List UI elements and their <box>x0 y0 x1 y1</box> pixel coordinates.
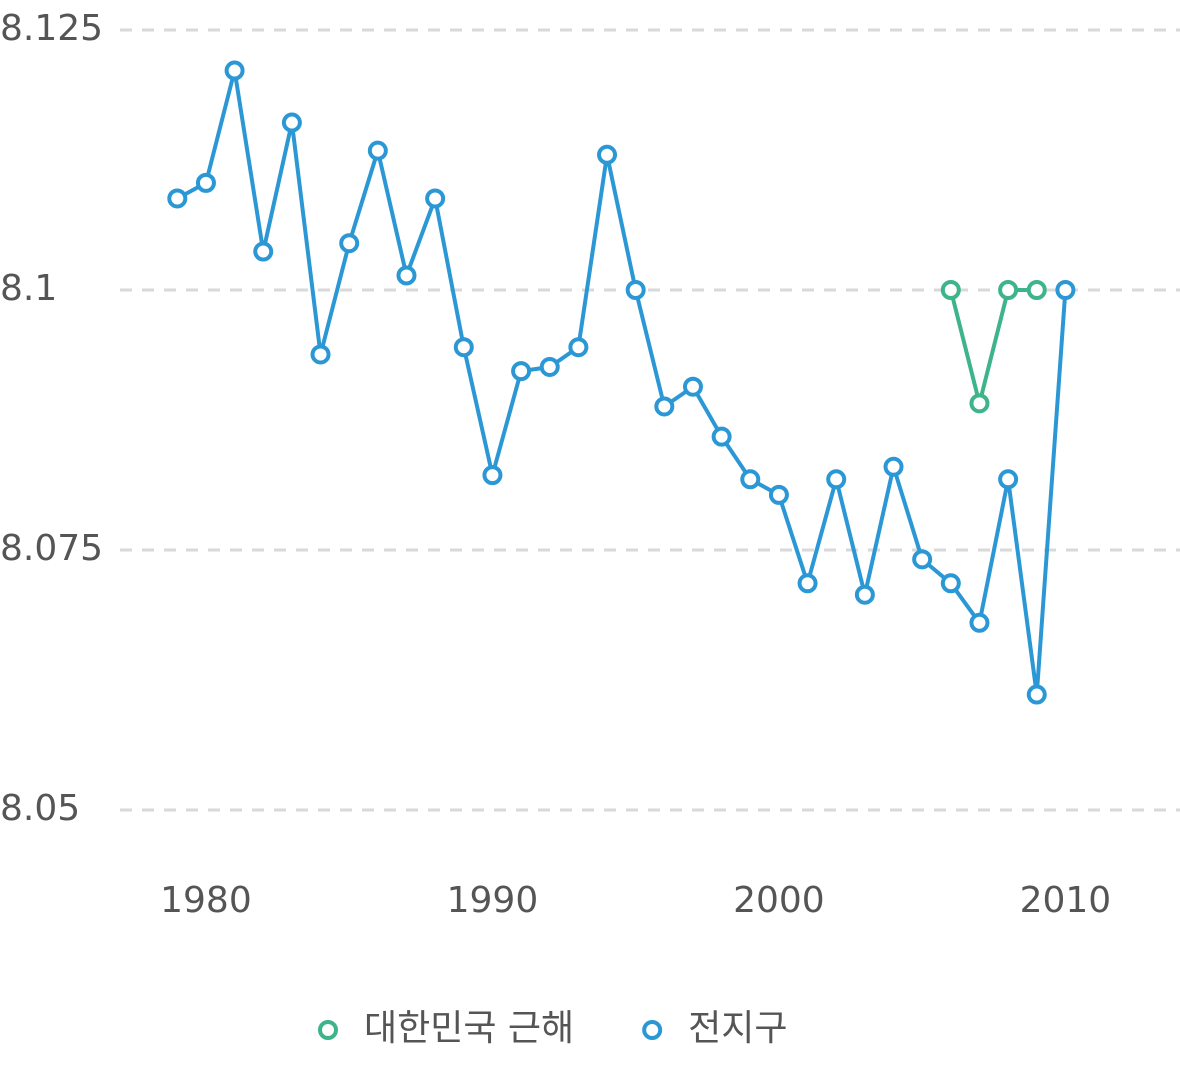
x-tick-label: 2000 <box>733 880 825 921</box>
data-point <box>912 549 933 570</box>
data-point <box>940 573 961 594</box>
data-point <box>625 280 646 300</box>
data-point <box>339 233 360 254</box>
legend-item: 전지구 <box>642 1008 788 1049</box>
data-point <box>453 337 474 358</box>
legend-label: 전지구 <box>688 1008 787 1049</box>
data-point <box>224 60 245 81</box>
data-point <box>310 344 331 365</box>
data-point <box>768 484 789 505</box>
legend-marker <box>318 1020 338 1040</box>
data-point <box>826 469 847 490</box>
y-tick-label: 8.125 <box>0 8 103 49</box>
legend-label: 대한민국 근해 <box>364 1008 574 1049</box>
x-tick-label: 1990 <box>447 880 539 921</box>
legend-item: 대한민국 근해 <box>318 1008 574 1049</box>
data-point <box>998 280 1019 300</box>
legend-marker <box>642 1020 663 1040</box>
data-point <box>511 361 532 382</box>
data-point <box>654 396 675 417</box>
data-point <box>1026 280 1047 300</box>
data-point <box>940 280 961 300</box>
y-tick-label: 8.075 <box>0 528 103 569</box>
data-point <box>167 188 188 209</box>
data-point <box>740 469 761 490</box>
data-point <box>281 112 302 133</box>
x-tick-label: 1980 <box>160 880 252 921</box>
data-point <box>998 469 1019 490</box>
series-line <box>948 288 1037 406</box>
x-tick-label: 2010 <box>1020 880 1112 921</box>
data-point <box>597 144 618 165</box>
data-point <box>969 612 990 633</box>
data-point <box>797 573 818 594</box>
data-point <box>367 140 388 161</box>
data-point <box>854 584 875 605</box>
data-point <box>883 456 904 477</box>
data-point <box>539 356 560 377</box>
data-point <box>568 337 589 358</box>
data-point <box>1055 280 1076 300</box>
y-tick-label: 8.05 <box>0 788 80 829</box>
data-point <box>1026 684 1047 705</box>
data-point <box>253 241 274 262</box>
data-point <box>682 376 703 397</box>
data-point <box>195 172 216 193</box>
y-tick-label: 8.1 <box>0 268 57 309</box>
data-point <box>482 465 503 486</box>
series-line <box>176 68 1068 697</box>
data-point <box>969 393 990 414</box>
data-point <box>425 188 446 209</box>
data-point <box>396 265 417 286</box>
data-point <box>711 426 732 447</box>
